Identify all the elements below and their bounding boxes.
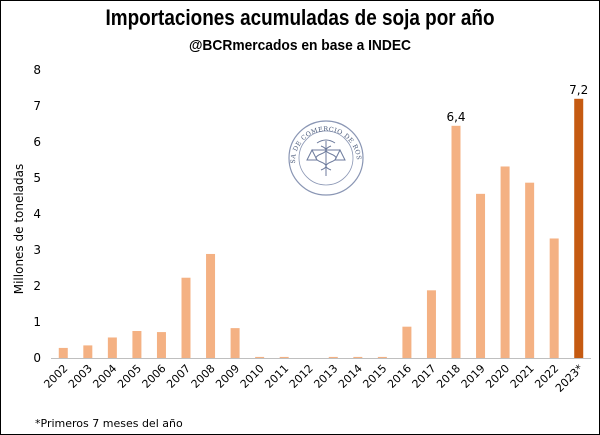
x-tick-label: 2018 (434, 362, 463, 391)
chart-title: Importaciones acumuladas de soja por año (105, 5, 495, 30)
x-tick-label: 2021 (508, 362, 537, 391)
seal-inner-ring (298, 130, 354, 186)
y-tick-label: 4 (33, 207, 41, 221)
y-tick-label: 5 (33, 171, 41, 185)
x-tick-label: 2002 (41, 362, 70, 391)
watermark-seal: BOLSA DE COMERCIO DE ROSARIO (1, 1, 364, 196)
data-label: 6,4 (446, 110, 465, 124)
x-tick-label: 2015 (360, 362, 389, 391)
y-tick-label: 2 (33, 279, 41, 293)
x-tick-label: 2012 (287, 362, 316, 391)
x-tick-label: 2014 (336, 362, 365, 391)
x-tick-label: 2003 (66, 362, 95, 391)
y-tick-label: 3 (33, 243, 41, 257)
bar (574, 98, 584, 359)
bar (500, 166, 510, 358)
x-tick-label: 2023* (553, 362, 586, 395)
bar (476, 193, 486, 358)
y-tick-label: 6 (33, 135, 41, 149)
bar (525, 182, 535, 358)
bar (58, 347, 68, 358)
seal-outer-ring (288, 120, 364, 196)
seal-text: BOLSA DE COMERCIO DE ROSARIO (1, 1, 362, 164)
bar (279, 356, 289, 358)
x-tick-label: 2019 (459, 362, 488, 391)
bar (377, 356, 387, 358)
x-tick-label: 2017 (410, 362, 439, 391)
bar (107, 337, 117, 358)
x-tick-label: 2010 (238, 362, 267, 391)
x-axis-ticks: 2002200320042005200620072008200920102011… (41, 362, 586, 395)
bar (156, 332, 166, 358)
y-axis-ticks: 0 1 2 3 4 5 6 7 8 (33, 63, 41, 365)
footnote: *Primeros 7 meses del año (35, 417, 183, 430)
data-labels: 6,4 7,2 (446, 83, 588, 124)
bar (206, 253, 216, 358)
chart-subtitle: @BCRmercados en base a INDEC (188, 37, 412, 54)
x-tick-label: 2011 (262, 362, 291, 391)
bars-group (58, 98, 584, 359)
data-label: 7,2 (569, 83, 588, 97)
x-tick-label: 2006 (140, 362, 169, 391)
bar (132, 331, 142, 358)
bar (451, 125, 461, 358)
x-tick-label: 2013 (311, 362, 340, 391)
bar (549, 238, 559, 358)
x-tick-label: 2008 (189, 362, 218, 391)
bar (230, 328, 240, 358)
caduceus-scales-seal-icon (306, 139, 346, 176)
bar (402, 326, 412, 358)
y-axis-label: Millones de toneladas (12, 164, 26, 295)
y-tick-label: 1 (33, 315, 41, 329)
bar (181, 277, 191, 358)
x-tick-label: 2004 (90, 362, 119, 391)
y-tick-label: 7 (33, 99, 41, 113)
x-tick-label: 2020 (483, 362, 512, 391)
x-tick-label: 2007 (164, 362, 193, 391)
x-tick-label: 2016 (385, 362, 414, 391)
bar (83, 345, 93, 358)
x-tick-label: 2009 (213, 362, 242, 391)
bar (426, 290, 436, 358)
y-tick-label: 0 (33, 351, 41, 365)
x-tick-label: 2005 (115, 362, 144, 391)
bar (328, 356, 338, 358)
bar (353, 356, 363, 358)
y-tick-label: 8 (33, 63, 41, 77)
bar (255, 356, 265, 358)
